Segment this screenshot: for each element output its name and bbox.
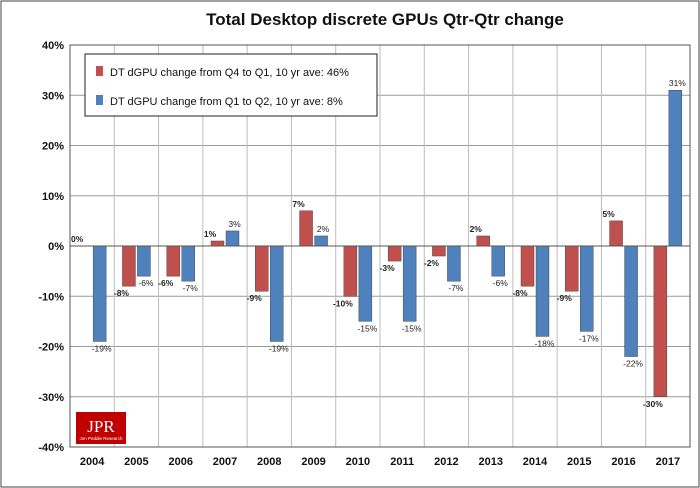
bar-q1-q2-2017 (668, 90, 683, 247)
data-label-q1-q2-2013: -6% (493, 278, 509, 288)
data-label-q4-q1-2016: 5% (602, 209, 615, 219)
x-tick-label: 2012 (434, 456, 458, 468)
y-tick-label: -30% (38, 392, 64, 404)
data-label-q4-q1-2012: -2% (424, 258, 440, 268)
legend-label-q4-q1: DT dGPU change from Q4 to Q1, 10 yr ave:… (110, 67, 349, 79)
legend-label-q1-q2: DT dGPU change from Q1 to Q2, 10 yr ave:… (110, 96, 343, 108)
x-tick-label: 2004 (80, 456, 105, 468)
x-tick-label: 2017 (656, 456, 680, 468)
bar-q4-q1-2013 (476, 235, 490, 247)
logo-background (76, 412, 126, 444)
axis-layer: 40% 30% 20% 10% 0% -10% -20% -30% -40% 2004 2005 20… (38, 40, 691, 468)
y-tick-label: 40% (42, 40, 64, 52)
data-label-q4-q1-2013: 2% (470, 224, 483, 234)
bar-q1-q2-2007 (225, 230, 240, 247)
data-label-q1-q2-2017: 31% (669, 78, 686, 88)
x-tick-label: 2007 (213, 456, 237, 468)
data-label-q1-q2-2015: -17% (579, 333, 599, 343)
data-label-q1-q2-2014: -18% (535, 338, 555, 348)
legend: DT dGPU change from Q4 to Q1, 10 yr ave:… (84, 53, 378, 117)
bar-q1-q2-2008 (270, 245, 284, 342)
bar-q1-q2-2004 (92, 245, 107, 342)
y-tick-label: -10% (38, 291, 64, 303)
data-label-q1-q2-2007: 3% (228, 219, 241, 229)
bar-q1-q2-2010 (358, 245, 373, 322)
bar-q4-q1-2009 (299, 210, 313, 247)
jpr-logo: JPR Jon Peddie Research (76, 412, 126, 444)
y-tick-label: -20% (38, 342, 64, 354)
bar-q1-q2-2012 (447, 245, 461, 282)
y-tick-label: 20% (42, 141, 64, 153)
data-label-q4-q1-2015: -9% (557, 293, 573, 303)
bar-q1-q2-2015 (580, 245, 594, 332)
data-label-q1-q2-2008: -19% (269, 343, 289, 353)
bar-q1-q2-2016 (624, 245, 638, 357)
bar-q4-q1-2011 (387, 245, 402, 262)
x-tick-label: 2013 (478, 456, 502, 468)
data-label-q4-q1-2005: -8% (114, 288, 130, 298)
x-tick-label: 2014 (523, 456, 548, 468)
x-tick-label: 2008 (257, 456, 281, 468)
x-tick-label: 2010 (346, 456, 370, 468)
bar-q1-q2-2006 (181, 245, 195, 282)
logo-subtext: Jon Peddie Research (79, 436, 123, 441)
bar-q4-q1-2012 (432, 245, 446, 257)
x-tick-label: 2009 (301, 456, 325, 468)
y-tick-label: 30% (42, 90, 64, 102)
bar-q4-q1-2005 (122, 245, 136, 287)
x-tick-label: 2015 (567, 456, 591, 468)
bar-q4-q1-2017 (653, 245, 668, 397)
bar-q1-q2-2013 (491, 245, 505, 277)
data-label-q1-q2-2006: -7% (183, 283, 199, 293)
bar-q4-q1-2010 (343, 245, 358, 297)
bar-q1-q2-2014 (535, 245, 550, 337)
bar-q4-q1-2014 (520, 245, 535, 287)
x-tick-label: 2016 (611, 456, 635, 468)
data-label-q1-q2-2009: 2% (317, 224, 330, 234)
data-label-q1-q2-2010: -15% (357, 323, 377, 333)
x-tick-label: 2011 (390, 456, 414, 468)
data-label-q1-q2-2011: -15% (402, 323, 422, 333)
data-label-q1-q2-2004: -19% (92, 343, 112, 353)
data-label-q4-q1-2007: 1% (204, 229, 217, 239)
bar-q1-q2-2005 (137, 245, 151, 277)
data-label-q1-q2-2012: -7% (448, 283, 464, 293)
data-label-q4-q1-2009: 7% (292, 199, 305, 209)
data-label-q4-q1-2014: -8% (512, 288, 528, 298)
data-label-q4-q1-2008: -9% (247, 293, 263, 303)
bar-q1-q2-2009 (314, 235, 328, 247)
data-label-q4-q1-2011: -3% (380, 263, 396, 273)
x-tick-label: 2005 (124, 456, 148, 468)
legend-swatch-q1-q2 (96, 95, 103, 105)
data-label-q4-q1-2006: -6% (158, 278, 174, 288)
data-label-q4-q1-2010: -10% (333, 298, 353, 308)
bars-layer (77, 90, 683, 397)
bar-q4-q1-2015 (565, 245, 579, 292)
plot-frame (69, 44, 691, 448)
chart-title: Total Desktop discrete GPUs Qtr-Qtr chan… (206, 10, 564, 29)
y-tick-label: 10% (42, 191, 64, 203)
data-label-q1-q2-2005: -6% (138, 278, 154, 288)
x-tick-label: 2006 (168, 456, 192, 468)
logo-text: JPR (87, 417, 115, 436)
data-label-q1-q2-2016: -22% (623, 359, 643, 369)
bar-q4-q1-2007 (210, 240, 225, 247)
data-labels-layer: 0%-19%-8%-6% -6%-7%1%3%-9%-19%7%2%-10%-15… (71, 78, 686, 409)
bar-q1-q2-2011 (402, 245, 417, 322)
legend-box (84, 53, 378, 117)
bar-q4-q1-2006 (166, 245, 180, 277)
legend-swatch-q4-q1 (96, 66, 103, 76)
y-tick-label: 0% (48, 241, 64, 253)
bar-q4-q1-2016 (609, 220, 623, 247)
bar-q4-q1-2008 (255, 245, 269, 292)
y-tick-label: -40% (38, 442, 64, 454)
data-label-q4-q1-2004: 0% (71, 234, 84, 244)
data-label-q4-q1-2017: -30% (643, 399, 663, 409)
